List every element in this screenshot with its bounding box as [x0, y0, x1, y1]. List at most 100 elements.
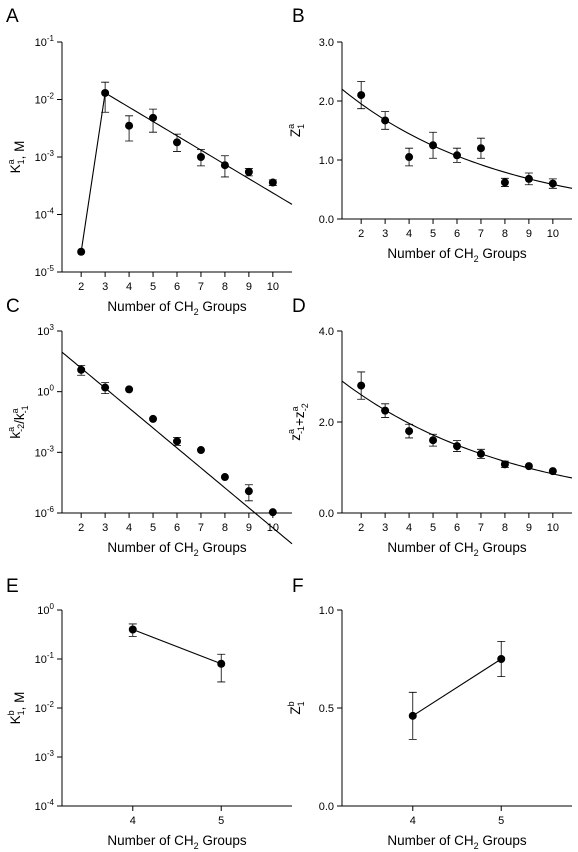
data-point [405, 153, 414, 162]
x-axis-label: Number of CH2 Groups [107, 540, 247, 558]
data-point [453, 151, 461, 160]
data-point [500, 178, 509, 187]
x-axis-label-text: Groups [479, 833, 527, 848]
x-tick-label: 5 [218, 815, 224, 827]
y-axis-label-subscript: -2 [300, 403, 310, 411]
y-axis-label-subscript: 1 [16, 710, 26, 715]
fit-line [132, 628, 222, 665]
y-axis-label-superscript: a [6, 427, 16, 432]
data-point [128, 625, 137, 634]
y-axis-label-superscript: b [286, 701, 296, 706]
data-point [220, 161, 229, 170]
data-point [429, 141, 438, 150]
y-tick-label-base: 10 [37, 326, 49, 338]
data-point [125, 121, 134, 130]
panel-letter: D [292, 296, 306, 317]
data-point [381, 116, 390, 125]
y-tick-label-base: 10 [35, 801, 47, 813]
y-tick-label: 10-3 [35, 149, 55, 164]
x-axis-label-subscript: 2 [474, 548, 479, 558]
y-axis-label: Ka1, M [6, 141, 27, 174]
y-tick-label-base: 10 [37, 605, 49, 617]
y-tick-label: 10-2 [35, 92, 55, 107]
data-point [497, 655, 506, 663]
x-axis-label-subscript: 2 [194, 548, 199, 558]
y-axis-label-symbol: z [288, 434, 303, 441]
y-axis-label: Zb1 [286, 701, 306, 714]
x-tick-label: 4 [126, 281, 132, 293]
x-tick-label: 8 [222, 522, 228, 534]
fit-line [61, 351, 293, 545]
y-tick-label: 1.0 [319, 155, 334, 167]
y-axis-label: za-1+za-2 [286, 403, 310, 440]
y-axis-label-subscript: -1 [296, 426, 306, 434]
data-point [173, 138, 181, 147]
x-axis-label: Number of CH2 Groups [387, 246, 527, 264]
panel-letter: C [6, 296, 20, 317]
y-axis-label-unit: , M [12, 692, 27, 711]
x-axis-label-text: Groups [479, 540, 527, 555]
x-axis-label-subscript: 2 [194, 841, 199, 851]
x-tick-label: 5 [150, 522, 156, 534]
x-axis-label-subscript: 2 [194, 307, 199, 317]
x-axis-label-text: Number of CH [107, 299, 193, 314]
x-axis-label-text: Groups [199, 299, 247, 314]
data-point [500, 460, 509, 469]
panel-letter: F [292, 576, 304, 597]
y-tick-label: 1.0 [319, 605, 334, 617]
y-tick-label-exponent: -3 [47, 149, 55, 158]
y-axis-label-symbol: K [8, 164, 23, 173]
x-axis-label-subscript: 2 [474, 254, 479, 264]
data-point [149, 113, 158, 122]
y-tick-label-exponent: -4 [47, 798, 55, 807]
x-tick-label: 10 [547, 522, 559, 534]
y-axis-label-superscript: a [286, 124, 296, 129]
x-tick-label: 4 [410, 815, 416, 827]
y-tick-label-exponent: -1 [47, 34, 55, 43]
y-axis-label-subscript: -1 [20, 405, 30, 413]
y-axis-label: Za1 [286, 124, 306, 137]
fit-line [412, 658, 502, 717]
x-tick-label: 6 [174, 522, 180, 534]
x-tick-label: 8 [502, 522, 508, 534]
y-tick-label: 100 [37, 602, 54, 617]
y-axis-label-subscript: 1 [296, 701, 306, 706]
error-bar [101, 81, 110, 113]
data-point [173, 437, 181, 446]
x-tick-label: 4 [406, 228, 412, 240]
y-tick-label-base: 10 [35, 752, 47, 764]
data-point [476, 144, 485, 153]
y-axis-label-subscript: -2 [16, 424, 26, 432]
y-axis-label-symbol: Z [288, 706, 303, 714]
y-tick-label: 0.0 [319, 214, 334, 226]
data-point [453, 442, 461, 451]
x-tick-label: 4 [130, 815, 136, 827]
y-tick-label: 10-1 [35, 34, 55, 49]
data-point [524, 462, 533, 471]
x-tick-label: 6 [454, 228, 460, 240]
y-axis-label-symbol: K [8, 715, 23, 724]
y-axis-label-subscript: 1 [296, 124, 306, 129]
x-tick-label: 3 [102, 522, 108, 534]
panel-letter: A [6, 6, 19, 27]
data-point [244, 487, 253, 496]
x-axis-label-text: Number of CH [387, 540, 473, 555]
panel-f: F 4 5 0.0 0.5 1.0 Number of CH2 Groups Zb1 [286, 576, 572, 851]
y-tick-label-base: 10 [35, 447, 47, 459]
y-tick-label-exponent: -3 [47, 749, 55, 758]
data-point [101, 383, 110, 392]
data-point [408, 711, 417, 720]
error-bar [217, 653, 226, 683]
x-axis-label: Number of CH2 Groups [387, 540, 527, 558]
x-axis-label-text: Number of CH [107, 833, 193, 848]
x-axis-label: Number of CH2 Groups [107, 833, 247, 851]
data-point [125, 385, 134, 394]
x-tick-label: 5 [498, 815, 504, 827]
x-axis-label: Number of CH2 Groups [387, 833, 527, 851]
y-tick-label: 10-4 [35, 207, 55, 222]
x-tick-label: 2 [358, 228, 364, 240]
x-tick-label: 3 [382, 228, 388, 240]
